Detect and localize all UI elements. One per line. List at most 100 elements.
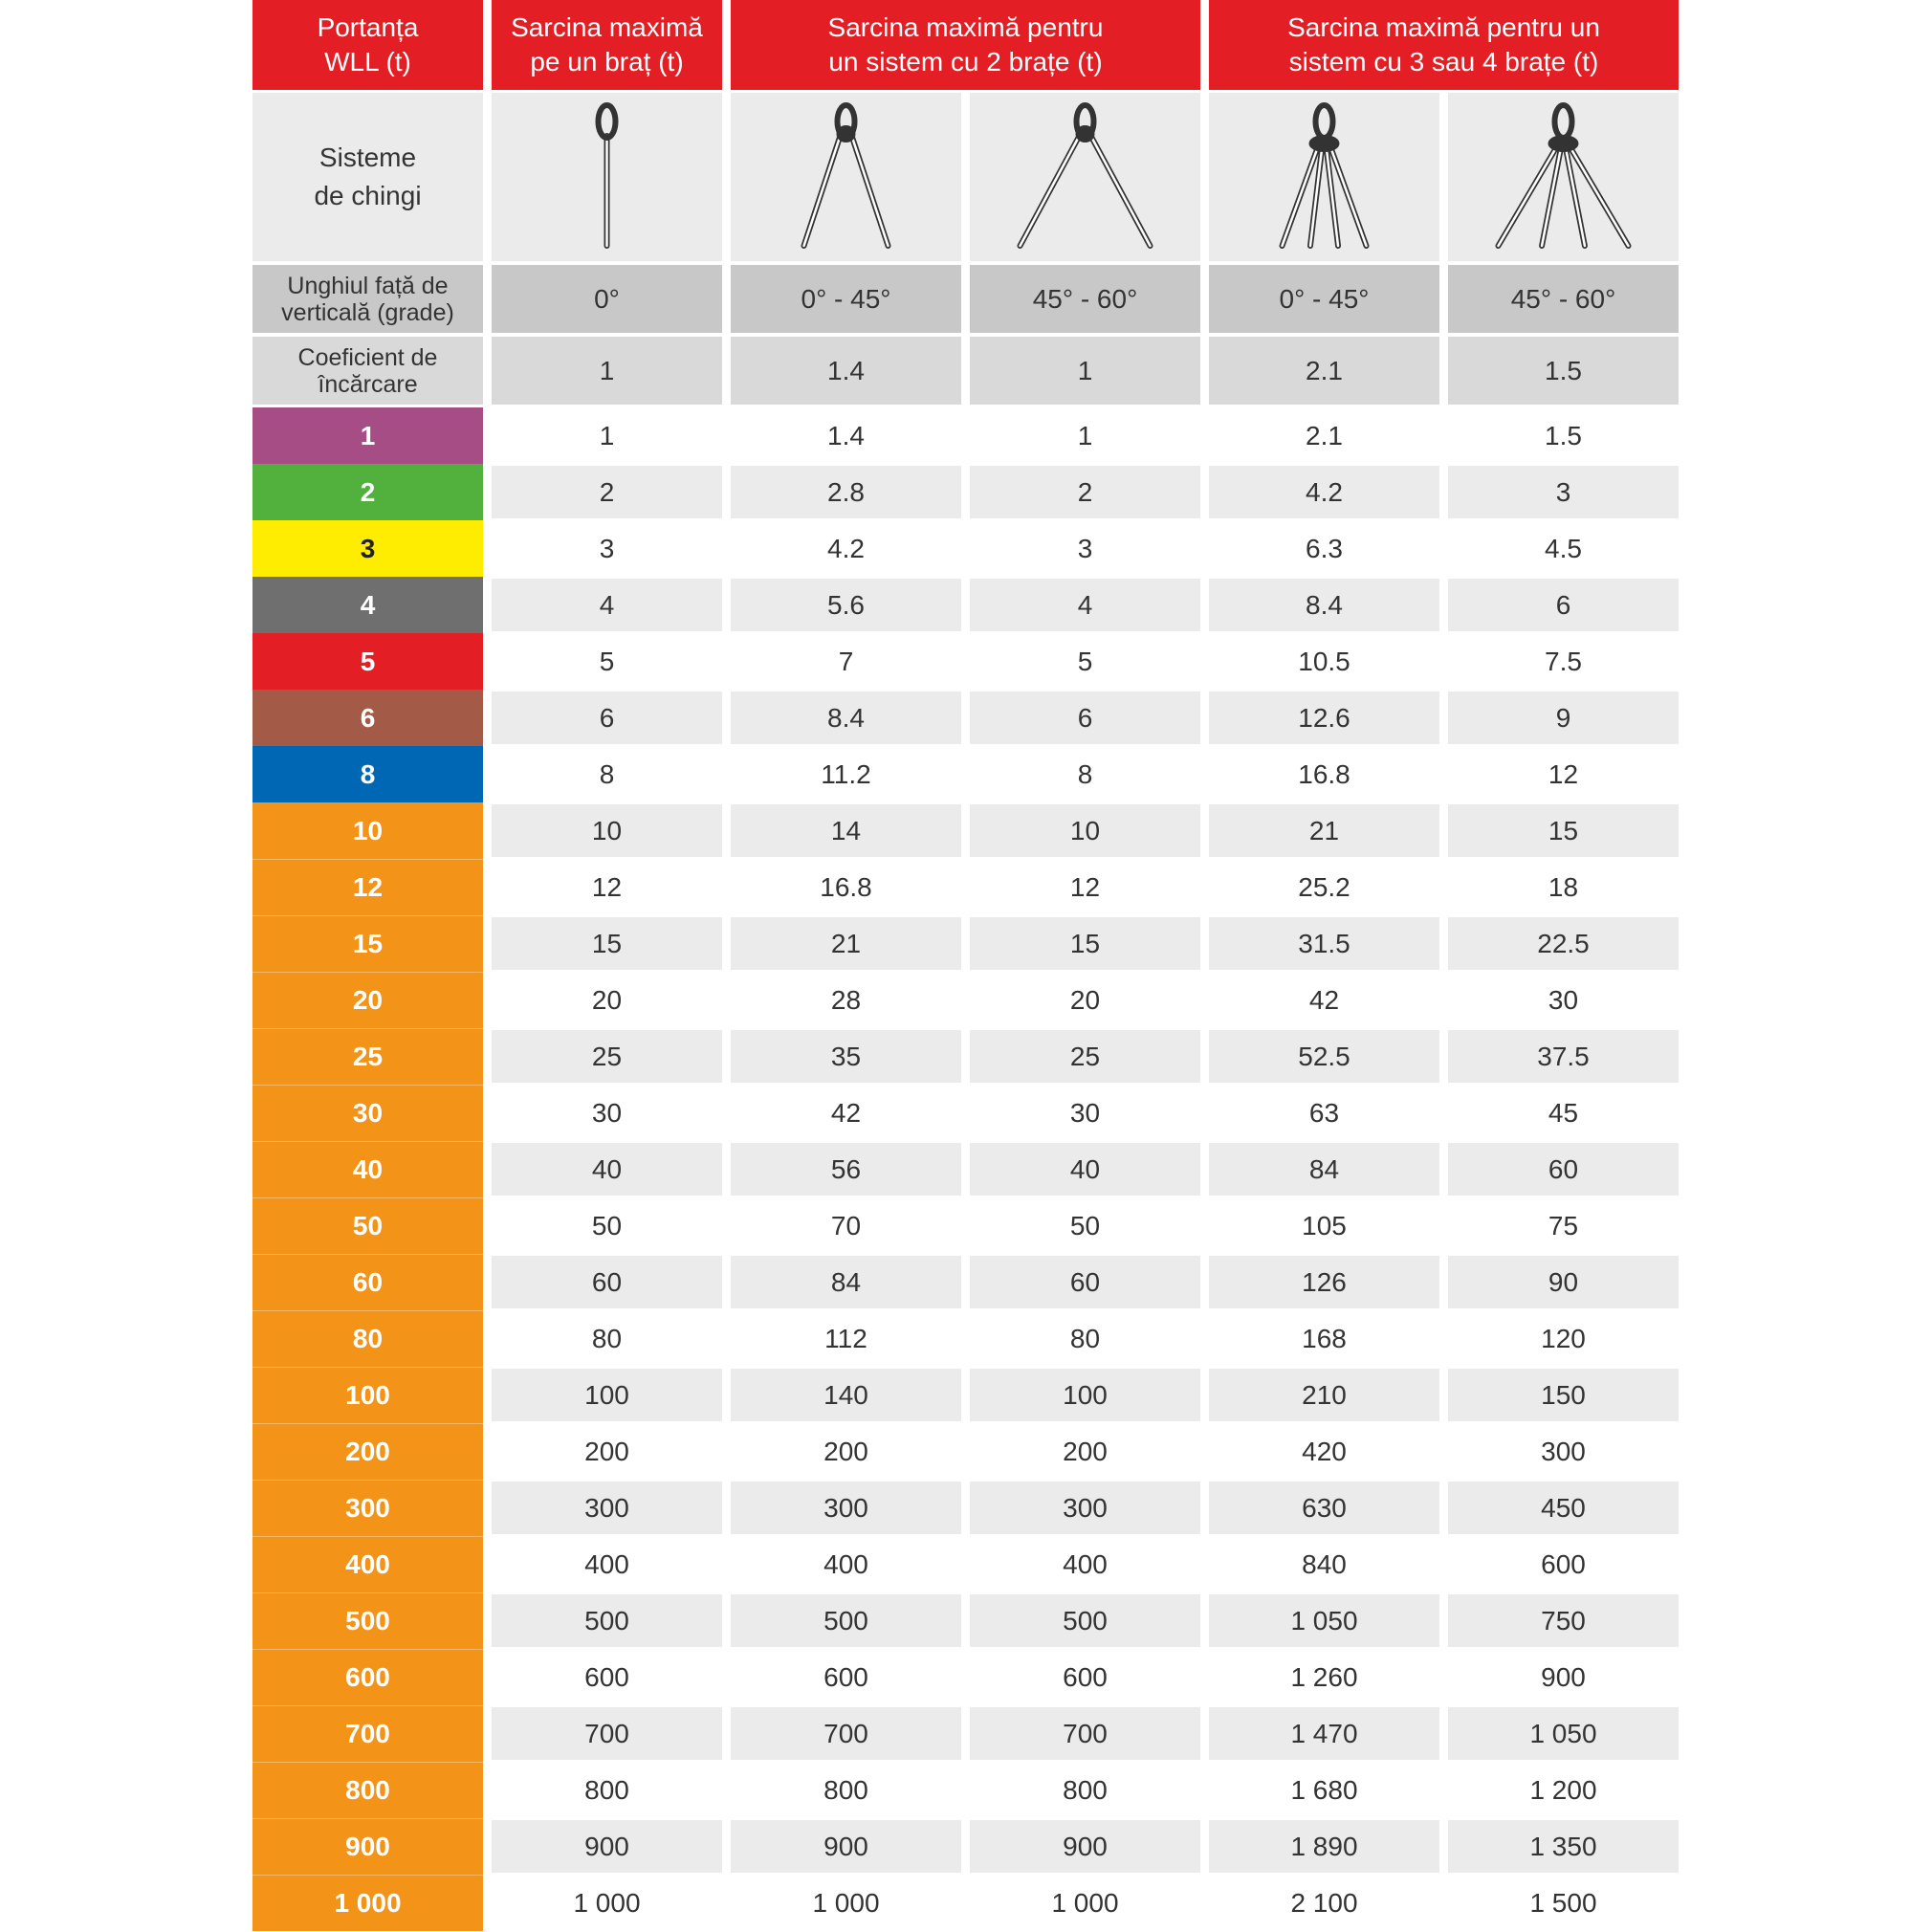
cell-text: 800 — [823, 1774, 868, 1805]
cell-text: 400 — [584, 1548, 629, 1579]
value-cell: 1 000 — [731, 1877, 961, 1929]
wll-cell: 60 — [252, 1254, 483, 1310]
cell-text: 84 — [830, 1266, 862, 1297]
value-cell: 300 — [492, 1482, 722, 1534]
cell-text: 2.1 — [1306, 355, 1343, 385]
cell-text: 90 — [1548, 1266, 1579, 1297]
wll-text: 200 — [345, 1437, 390, 1466]
value-cell: 10 — [492, 804, 722, 857]
value-cell: 126 — [1209, 1256, 1439, 1308]
cell-text: 3 — [1555, 476, 1571, 507]
cell-text: 1 000 — [812, 1887, 880, 1918]
icon-part — [1308, 135, 1340, 152]
wll-text: 500 — [345, 1606, 390, 1636]
value-cell: 450 — [1448, 1482, 1679, 1534]
cell-text: 500 — [823, 1605, 868, 1636]
cell-text: 42 — [830, 1097, 862, 1128]
cell-text: 100 — [1063, 1379, 1108, 1410]
coefficient-cell: 1 — [970, 337, 1200, 405]
icon-part — [850, 134, 889, 248]
wll-cell: 10 — [252, 802, 483, 859]
cell-text: 25.2 — [1298, 871, 1350, 902]
value-cell: 50 — [492, 1199, 722, 1252]
angle-cell: 0° — [492, 265, 722, 333]
value-cell: 600 — [492, 1651, 722, 1703]
value-cell: 5 — [970, 635, 1200, 688]
wll-text: 700 — [345, 1719, 390, 1748]
header-text: WLL (t) — [324, 47, 411, 77]
value-cell: 1 000 — [970, 1877, 1200, 1929]
cell-text: 14 — [830, 815, 862, 845]
cell-text: 60 — [1069, 1266, 1101, 1297]
value-cell: 37.5 — [1448, 1030, 1679, 1083]
value-cell: 100 — [492, 1369, 722, 1421]
value-cell: 200 — [731, 1425, 961, 1478]
cell-text: 60 — [1548, 1153, 1579, 1184]
icon-part — [1019, 134, 1081, 248]
cell-text: 2.1 — [1306, 420, 1343, 450]
cell-text: 700 — [823, 1718, 868, 1748]
icon-part — [1568, 143, 1630, 248]
value-cell: 2.8 — [731, 466, 961, 518]
cell-text: 800 — [584, 1774, 629, 1805]
wll-text: 50 — [352, 1211, 384, 1240]
value-cell: 900 — [1448, 1651, 1679, 1703]
value-cell: 12 — [970, 861, 1200, 913]
wll-text: 12 — [352, 872, 384, 902]
cell-text: 2 — [599, 476, 615, 507]
value-cell: 100 — [970, 1369, 1200, 1421]
cell-text: 25 — [1069, 1041, 1101, 1071]
wll-text: 1 000 — [334, 1888, 402, 1918]
wll-text: 20 — [352, 985, 384, 1015]
value-cell: 7 — [731, 635, 961, 688]
cell-text: 20 — [1069, 984, 1101, 1015]
value-cell: 18 — [1448, 861, 1679, 913]
cell-text: 1 050 — [1529, 1718, 1597, 1748]
cell-text: 80 — [591, 1323, 623, 1353]
value-cell: 30 — [970, 1087, 1200, 1139]
cell-text: 1.5 — [1545, 355, 1582, 385]
cell-text: 11.2 — [821, 758, 871, 789]
cell-text: 3 — [1077, 533, 1093, 563]
value-cell: 63 — [1209, 1087, 1439, 1139]
value-cell: 1 200 — [1448, 1764, 1679, 1816]
header-cell: Sarcina maximă pentru un sistem cu 3 sau … — [1209, 0, 1679, 90]
cell-text: 56 — [830, 1153, 862, 1184]
cell-text: 600 — [1063, 1661, 1108, 1692]
cell-text: 30 — [591, 1097, 623, 1128]
cell-text: 800 — [1063, 1774, 1108, 1805]
icon-part — [1073, 102, 1097, 141]
cell-text: 1.4 — [827, 420, 865, 450]
wll-cell: 80 — [252, 1310, 483, 1367]
sling-icon — [1495, 102, 1632, 249]
cell-text: 700 — [1063, 1718, 1108, 1748]
icon-part — [1281, 143, 1320, 248]
cell-text: 52.5 — [1298, 1041, 1350, 1071]
value-cell: 1 890 — [1209, 1820, 1439, 1873]
cell-text: 900 — [823, 1831, 868, 1861]
value-cell: 25 — [492, 1030, 722, 1083]
cell-text: 5 — [1077, 646, 1093, 676]
cell-text: 8.4 — [827, 702, 865, 733]
cell-text: 16.8 — [820, 871, 872, 902]
value-cell: 70 — [731, 1199, 961, 1252]
sling-icon — [1279, 102, 1370, 249]
wll-text: 300 — [345, 1493, 390, 1523]
value-cell: 35 — [731, 1030, 961, 1083]
value-cell: 7.5 — [1448, 635, 1679, 688]
cell-text: 22.5 — [1537, 928, 1590, 958]
value-cell: 12 — [1448, 748, 1679, 801]
cell-text: 31.5 — [1298, 928, 1350, 958]
cell-text: 6.3 — [1306, 533, 1343, 563]
cell-text: 4.5 — [1545, 533, 1582, 563]
icon-part — [1564, 143, 1587, 248]
icon-part — [1540, 143, 1563, 248]
value-cell: 900 — [970, 1820, 1200, 1873]
value-cell: 1 — [492, 409, 722, 462]
cell-text: 15 — [1548, 815, 1579, 845]
cell-text: 75 — [1548, 1210, 1579, 1240]
wll-cell: 300 — [252, 1480, 483, 1536]
value-cell: 8.4 — [731, 692, 961, 744]
value-cell: 1 260 — [1209, 1651, 1439, 1703]
